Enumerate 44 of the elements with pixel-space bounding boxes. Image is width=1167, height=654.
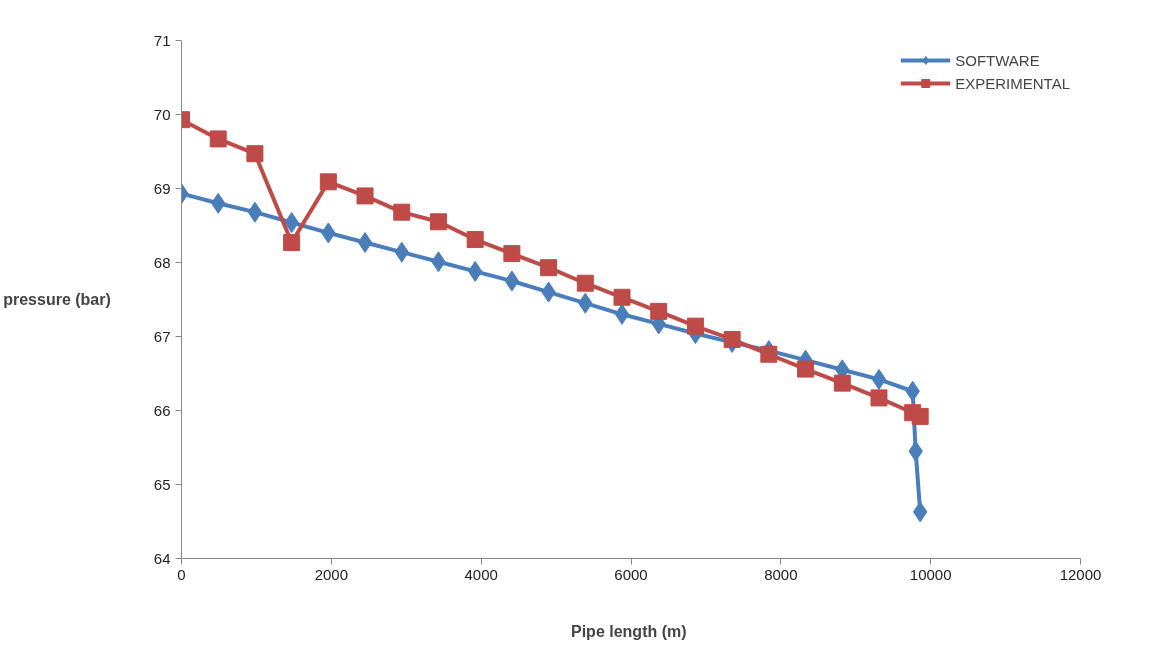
y-tick-label: 65: [153, 475, 171, 493]
point: [283, 234, 301, 252]
point: [870, 389, 888, 407]
legend-label: SOFTWARE: [955, 51, 1040, 69]
y-tick-label: 69: [153, 179, 171, 197]
point: [429, 213, 447, 231]
point: [247, 201, 263, 223]
legend-label: EXPERIMENTAL: [955, 74, 1070, 92]
point: [540, 259, 558, 277]
x-tick-label: 2000: [314, 565, 349, 583]
y-tick-label: 67: [153, 327, 171, 345]
point: [760, 345, 778, 363]
x-tick-label: 4000: [464, 565, 498, 583]
point: [393, 203, 411, 221]
y-tick-label: 68: [153, 253, 171, 271]
point: [576, 274, 594, 292]
point: [613, 288, 631, 306]
x-tick-label: 0: [177, 565, 186, 583]
point: [503, 245, 521, 263]
point: [797, 360, 815, 378]
point: [356, 187, 374, 205]
point: [833, 374, 851, 392]
x-tick-label: 8000: [764, 565, 798, 583]
point: [246, 145, 264, 163]
x-axis-title: Pipe length (m): [571, 622, 687, 640]
point: [614, 303, 630, 325]
x-tick-label: 12000: [1059, 565, 1102, 583]
y-tick-label: 64: [153, 549, 171, 567]
x-tick-label: 6000: [614, 565, 648, 583]
point: [209, 130, 227, 148]
point: [466, 231, 484, 249]
y-tick-label: 70: [153, 105, 171, 123]
point: [686, 317, 704, 335]
y-axis-title: pressure (bar): [3, 291, 111, 308]
point: [911, 407, 929, 425]
y-tick-label: 71: [153, 31, 171, 49]
point: [871, 368, 887, 390]
point: [723, 330, 741, 348]
y-tick-label: 66: [153, 401, 171, 419]
point: [650, 302, 668, 320]
point: [504, 270, 520, 292]
point: [357, 232, 373, 254]
point: [319, 173, 337, 191]
x-tick-label: 10000: [909, 565, 952, 583]
